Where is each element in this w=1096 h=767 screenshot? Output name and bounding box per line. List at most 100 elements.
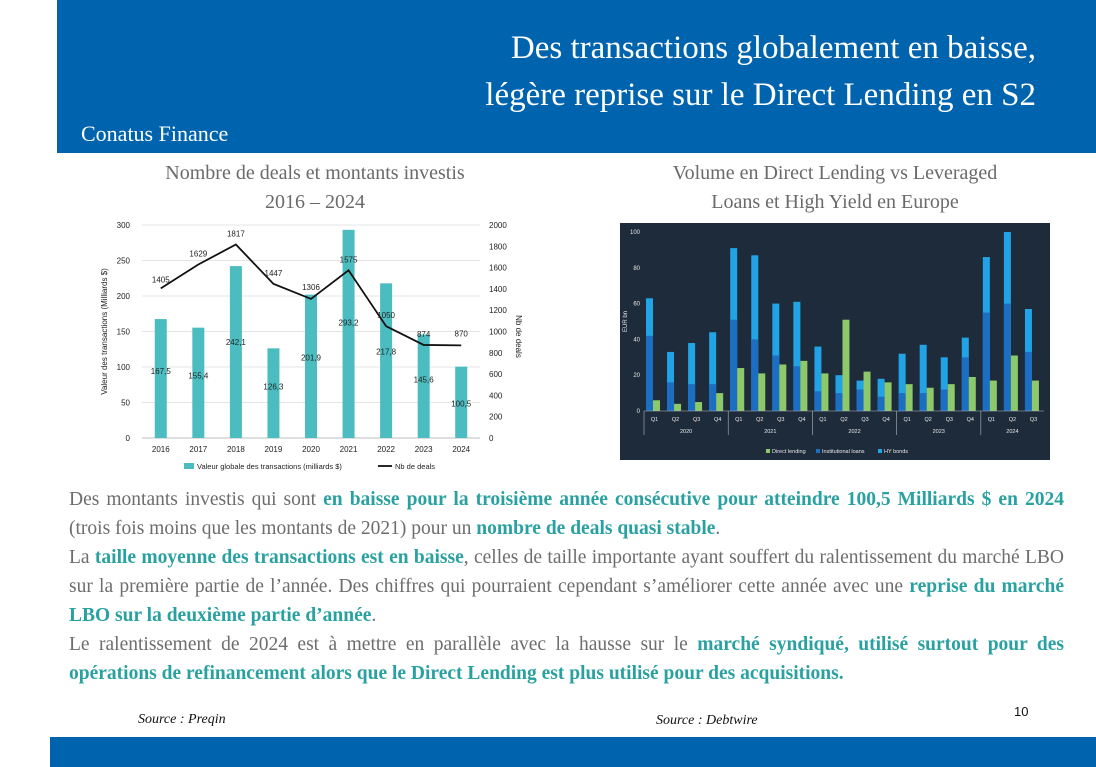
quarter-label: Q2: [840, 417, 847, 423]
institutional-loans-bar: [919, 393, 927, 411]
hy-bonds-bar: [688, 342, 696, 411]
hy-bonds-bar: [814, 346, 822, 411]
direct-lending-bar: [1010, 355, 1018, 411]
bar: [380, 283, 393, 438]
year-label: 2020: [680, 429, 692, 435]
bar: [417, 334, 430, 438]
y2-tick-label: 1200: [489, 306, 507, 315]
y2-tick-label: 2000: [489, 221, 507, 230]
chart1-title: Nombre de deals et montants investis 201…: [110, 159, 520, 217]
y2-tick-label: 400: [489, 391, 503, 400]
direct-lending-bar: [779, 364, 787, 411]
p1-text-c: .: [715, 518, 721, 539]
legend-label: HY bonds: [884, 449, 908, 455]
y-tick-label: 0: [637, 409, 641, 415]
legend-swatch-bars: [184, 463, 194, 469]
hy-bonds-bar: [898, 353, 906, 411]
direct-lending-bar: [653, 400, 660, 411]
y2-tick-label: 1400: [489, 285, 507, 294]
quarter-label: Q1: [651, 417, 658, 423]
deals-combo-chart: 0 50 100 150 200 250 300 0 200 400 600 800 1000 1200 1…: [100, 221, 523, 471]
institutional-loans-bar: [730, 319, 738, 411]
direct-lending-bar: [758, 373, 766, 411]
y-tick-label: 150: [117, 328, 131, 337]
bar: [305, 294, 317, 438]
year-label: 2024: [1006, 429, 1018, 435]
p2-text-c: .: [371, 605, 377, 626]
quarter-label: Q1: [903, 417, 910, 423]
p1-text-a: Des montants investis qui sont: [69, 489, 324, 510]
bar-data-label: 100,5: [451, 400, 472, 409]
y-tick-label: 40: [633, 337, 640, 343]
x-tick-label: 2021: [340, 445, 358, 454]
y-tick-label: 200: [117, 292, 131, 301]
y-axis-title: Valeur des transactions (Milliards $): [100, 268, 109, 395]
institutional-loans-bar: [814, 391, 822, 411]
direct-lending-bar: [716, 393, 724, 411]
footer-bar: [50, 737, 1096, 767]
y2-tick-label: 1800: [489, 242, 507, 251]
line-data-label: 1817: [227, 229, 245, 238]
y-tick-label: 80: [633, 266, 640, 272]
y2-tick-label: 1000: [489, 328, 507, 337]
bar-data-label: 145,6: [414, 376, 435, 385]
y2-tick-label: 1600: [489, 264, 507, 273]
p3-highlight-a: marché syndiqué, utilisé surtout pour de…: [69, 634, 1064, 684]
quarter-label: Q1: [819, 417, 826, 423]
bar: [229, 266, 242, 438]
institutional-loans-bar: [898, 393, 906, 411]
institutional-loans-bar: [1003, 303, 1011, 411]
line-data-label: 1575: [340, 255, 358, 264]
direct-lending-bar: [674, 403, 682, 411]
direct-lending-bar: [1031, 380, 1039, 411]
direct-lending-bar: [905, 384, 913, 411]
bar-data-label: 242,1: [226, 338, 247, 347]
p3-text-a: Le ralentissement de 2024 est à mettre e…: [69, 634, 698, 655]
direct-lending-bar: [989, 380, 997, 411]
p1-highlight-b: nombre de deals quasi stable: [476, 518, 716, 539]
body-text: Des montants investis qui sont en baisse…: [69, 485, 1064, 688]
quarter-label: Q1: [988, 417, 995, 423]
quarter-label: Q4: [967, 417, 974, 423]
hy-bonds-bar: [667, 351, 675, 411]
institutional-loans-bar: [940, 389, 948, 411]
x-tick-label: 2017: [189, 445, 207, 454]
quarter-label: Q2: [672, 417, 679, 423]
direct-lending-bar: [863, 371, 871, 411]
bar: [192, 327, 205, 438]
y-tick-label: 300: [117, 221, 131, 230]
year-label: 2023: [933, 429, 945, 435]
x-tick-label: 2023: [415, 445, 433, 454]
paragraph-3: Le ralentissement de 2024 est à mettre e…: [69, 630, 1064, 688]
legend-label-line: Nb de deals: [395, 462, 435, 471]
direct-lending-bar: [821, 373, 829, 411]
direct-lending-bar: [947, 384, 955, 411]
legend-label: Institutional loans: [822, 449, 865, 455]
direct-lending-bar: [695, 402, 703, 411]
chart2-title-line-2: Loans et High Yield en Europe: [711, 191, 959, 213]
slide-title-line-1: Des transactions globalement en baisse,: [510, 30, 1036, 66]
legend-label-bars: Valeur globale des transactions (milliar…: [197, 462, 342, 471]
hy-bonds-bar: [940, 357, 948, 411]
quarter-label: Q1: [735, 417, 742, 423]
x-tick-label: 2018: [227, 445, 245, 454]
x-tick-label: 2024: [452, 445, 470, 454]
y2-tick-label: 0: [489, 434, 494, 443]
p2-highlight-a: taille moyenne des transactions est en b…: [94, 547, 464, 568]
quarter-label: Q4: [882, 417, 889, 423]
direct-lending-bar: [737, 368, 745, 411]
institutional-loans-bar: [688, 384, 696, 411]
x-tick-label: 2020: [302, 445, 320, 454]
chart1-title-line-2: 2016 – 2024: [265, 191, 365, 213]
chart2-title: Volume en Direct Lending vs Leveraged Lo…: [620, 159, 1050, 217]
line-data-label: 874: [417, 330, 431, 339]
y2-axis-title: Nb de deals: [514, 315, 523, 358]
bar-data-label: 167,5: [151, 367, 172, 376]
bar-data-label: 201,9: [301, 354, 322, 363]
line-data-label: 870: [455, 329, 469, 338]
legend-label: Direct lending: [772, 449, 806, 455]
quarter-label: Q2: [756, 417, 763, 423]
year-label: 2022: [848, 429, 860, 435]
p1-text-b: (trois fois moins que les montants de 20…: [69, 518, 477, 539]
institutional-loans-bar: [793, 366, 801, 411]
